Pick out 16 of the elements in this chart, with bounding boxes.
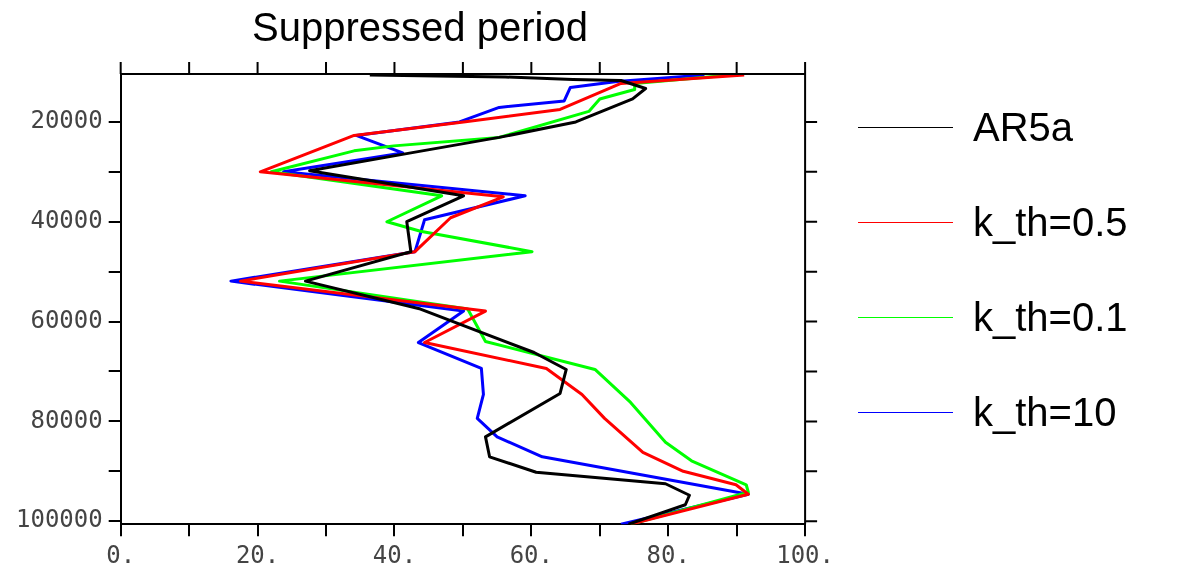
y-tick-label: 60000 [30,305,103,334]
chart-title: Suppressed period [252,5,588,50]
y-tick-label: 100000 [15,505,103,534]
legend-label: k_th=0.5 [973,200,1128,245]
legend-label: k_th=0.1 [973,295,1128,340]
x-tick-label: 0. [106,540,136,569]
legend-label: k_th=10 [973,390,1117,435]
x-tick-label: 20. [235,540,280,569]
legend-label: AR5a [973,105,1074,150]
y-tick-label: 80000 [30,405,103,434]
x-tick-label: 100. [776,540,834,569]
y-tick-label: 20000 [30,106,103,135]
x-tick-label: 60. [509,540,554,569]
x-tick-label: 80. [646,540,690,569]
y-tick-label: 40000 [30,205,103,234]
x-tick-label: 40. [372,540,417,569]
